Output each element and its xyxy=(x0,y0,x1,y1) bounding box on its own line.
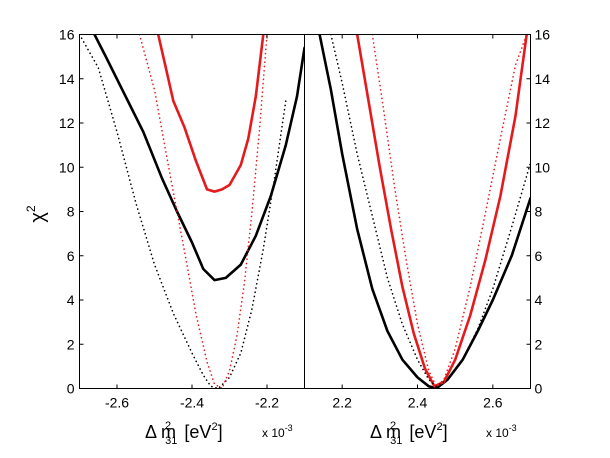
right-xlabel-unit-close: ] xyxy=(443,422,448,442)
right-x-tick-label: 2.2 xyxy=(332,395,352,411)
right-x-axis-label: Δ m2 31 [eV2] xyxy=(370,420,448,447)
right-xscale-exp: -3 xyxy=(509,423,517,433)
left-y-tick-label: 12 xyxy=(59,115,75,131)
left-series-red-solid xyxy=(156,34,265,193)
left-y-tick-label: 2 xyxy=(67,336,75,352)
right-x-tick-label: 2.6 xyxy=(483,395,503,411)
right-panel-series xyxy=(318,34,531,389)
left-x-axis-label: Δ m2 31 [eV2] xyxy=(145,420,223,447)
left-y-tick-label: 8 xyxy=(67,204,75,220)
right-xlabel-prefix: Δ m xyxy=(370,422,401,442)
right-xlabel-unit-open: [eV xyxy=(409,422,436,442)
right-panel-frame xyxy=(304,34,531,389)
y-axis-label-base: χ xyxy=(27,212,49,223)
right-y-tick-label: 2 xyxy=(535,336,543,352)
left-x-tick-label: -2.2 xyxy=(255,395,279,411)
right-series-red-dotted xyxy=(371,34,528,388)
left-y-tick-label: 10 xyxy=(59,159,75,175)
left-y-tick-label: 16 xyxy=(59,27,75,43)
left-x-tick-label: -2.6 xyxy=(105,395,129,411)
left-series-black-dotted xyxy=(79,34,287,389)
left-xlabel-unit-open: [eV xyxy=(184,422,211,442)
left-xlabel-prefix: Δ m xyxy=(145,422,176,442)
left-xscale-exp: -3 xyxy=(285,423,293,433)
left-y-tick-label: 14 xyxy=(59,71,75,87)
left-xscale-base: x 10 xyxy=(262,426,285,440)
left-y-tick-label: 4 xyxy=(67,292,75,308)
left-xlabel-unit-sup: 2 xyxy=(211,421,217,433)
right-xlabel-unit-sup: 2 xyxy=(436,421,442,433)
right-y-tick-label: 12 xyxy=(535,115,551,131)
y-axis-label: χ2 xyxy=(24,205,49,223)
right-panel-ticks: 2.2 2.4 2.6 0 2 4 6 8 10 12 14 16 xyxy=(332,27,550,411)
left-panel-ticks: -2.6 -2.4 -2.2 0 2 4 6 8 10 12 14 16 xyxy=(59,27,279,411)
right-y-tick-label: 8 xyxy=(535,204,543,220)
left-x-tick-label: -2.4 xyxy=(180,395,204,411)
right-y-tick-label: 16 xyxy=(535,27,551,43)
right-xscale-base: x 10 xyxy=(486,426,509,440)
right-y-tick-label: 6 xyxy=(535,248,543,264)
right-y-tick-label: 4 xyxy=(535,292,543,308)
right-y-tick-label: 14 xyxy=(535,71,551,87)
right-series-black-solid xyxy=(318,34,531,389)
left-xlabel-sub: 31 xyxy=(165,435,177,447)
right-y-tick-label: 10 xyxy=(535,159,551,175)
left-xlabel-sup: 2 xyxy=(165,420,171,432)
right-x-tick-label: 2.4 xyxy=(408,395,428,411)
left-series-black-solid xyxy=(93,34,305,282)
left-panel-series xyxy=(79,34,305,389)
left-y-tick-label: 6 xyxy=(67,248,75,264)
right-series-red-solid xyxy=(355,34,529,388)
y-axis-label-sup: 2 xyxy=(24,205,38,212)
right-y-tick-label: 0 xyxy=(535,381,543,397)
left-series-red-dotted xyxy=(138,34,268,389)
right-xlabel-sup: 2 xyxy=(390,420,396,432)
left-xlabel-unit-close: ] xyxy=(218,422,223,442)
left-x-scale-label: x 10-3 xyxy=(262,423,293,440)
right-xlabel-sub: 31 xyxy=(390,435,402,447)
right-x-scale-label: x 10-3 xyxy=(486,423,517,440)
left-y-tick-label: 0 xyxy=(67,381,75,397)
